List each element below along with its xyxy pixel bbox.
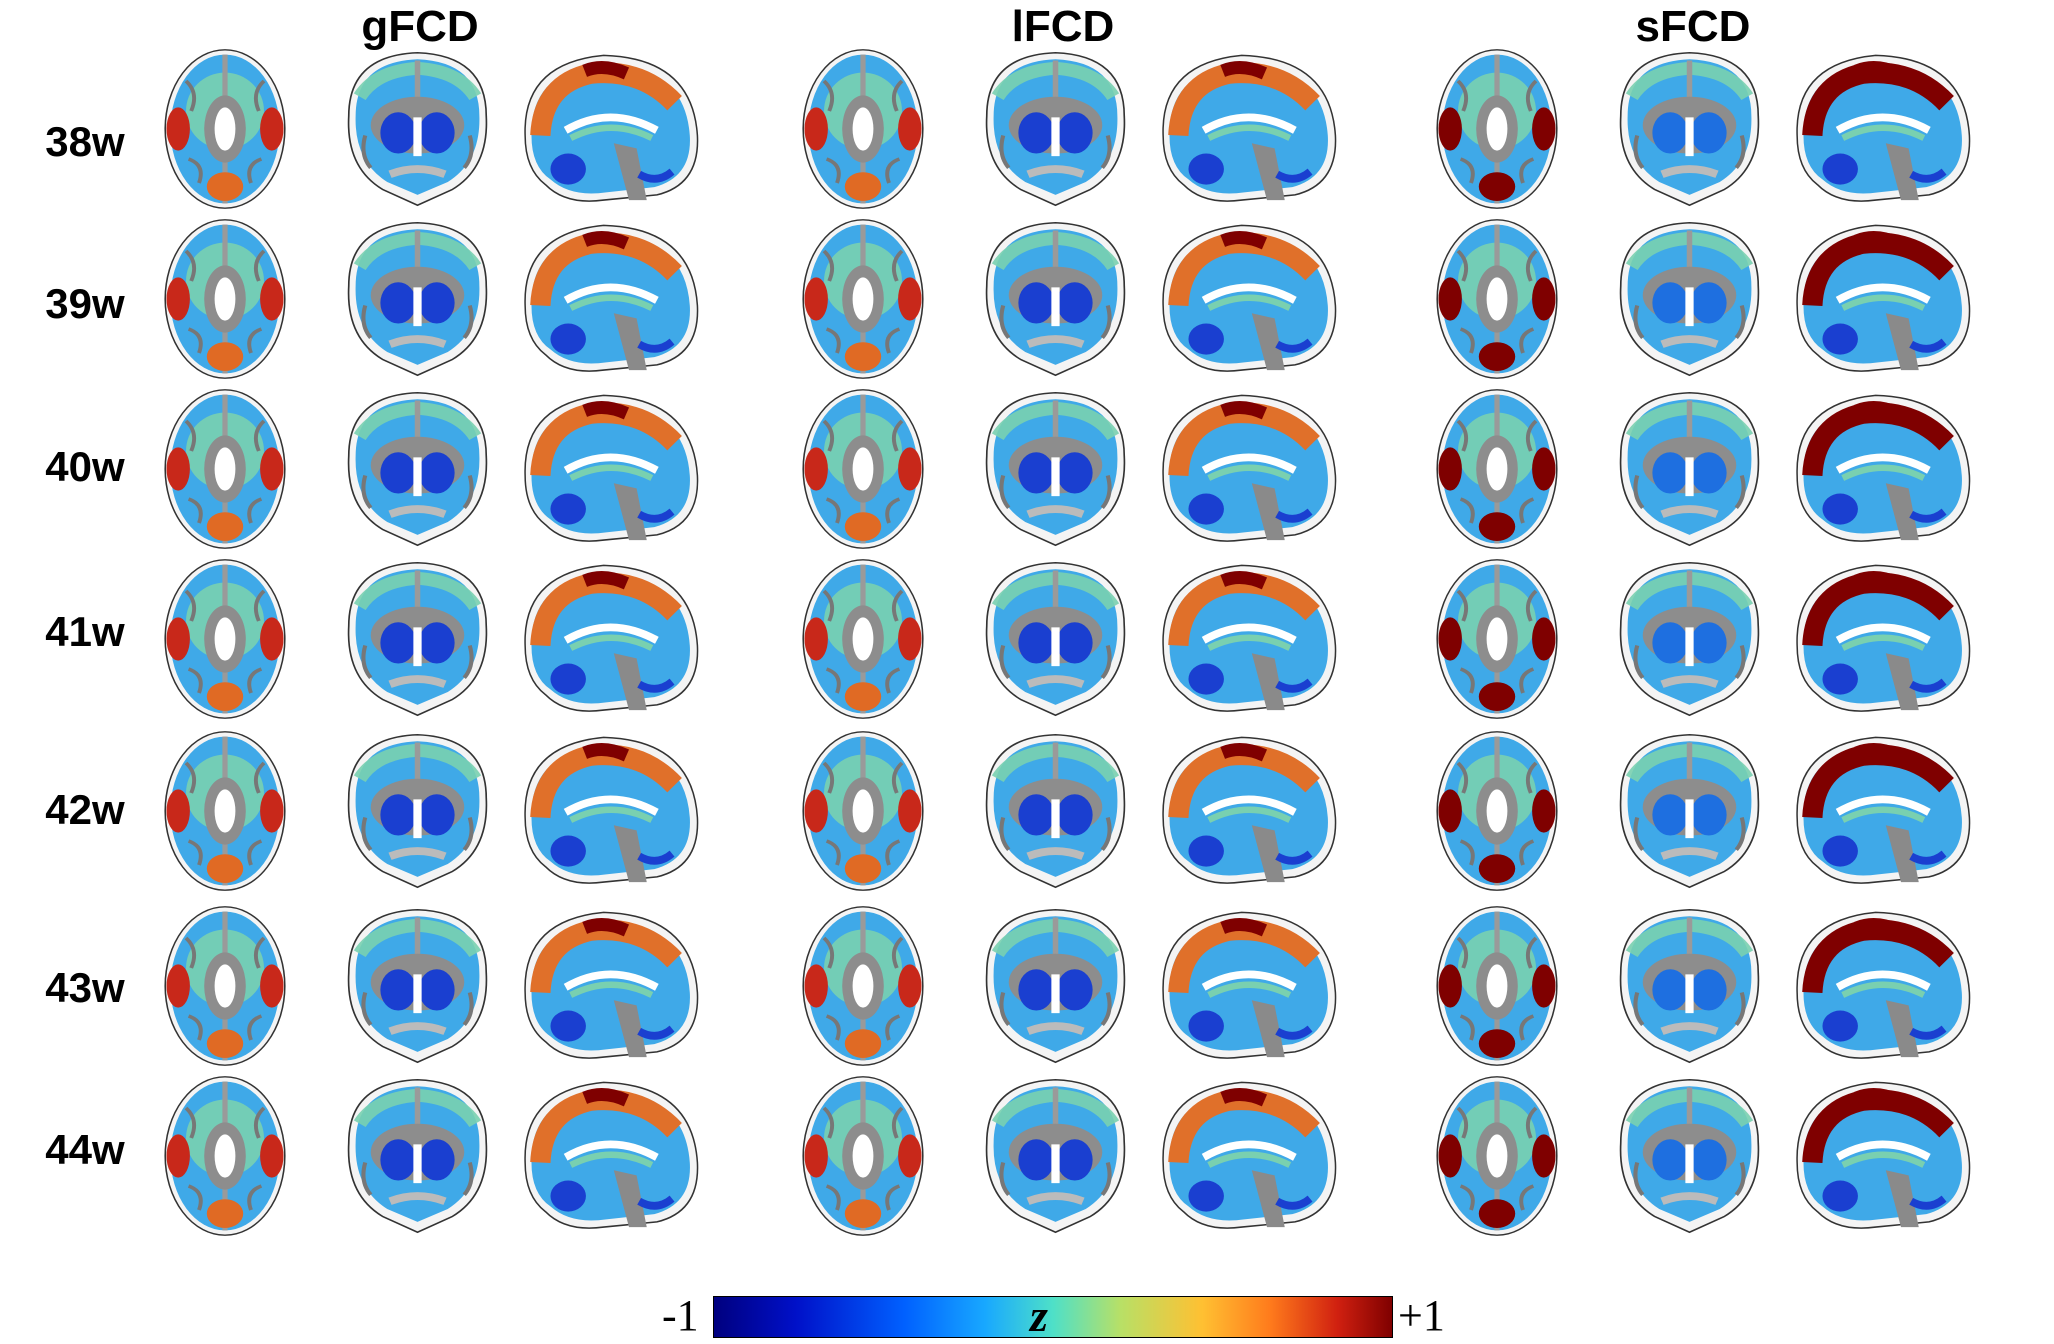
brain-slice-gfcd-39w-coronal xyxy=(335,215,500,383)
column-title-lfcd: lFCD xyxy=(1011,2,1115,51)
brain-slice-lfcd-39w-sagittal xyxy=(1153,215,1343,383)
column-title-sfcd: sFCD xyxy=(1635,2,1751,51)
brain-slice-lfcd-44w-sagittal xyxy=(1153,1072,1343,1240)
brain-slice-lfcd-44w-axial xyxy=(798,1072,928,1240)
brain-slice-gfcd-39w-axial xyxy=(160,215,290,383)
brain-slice-lfcd-44w-coronal xyxy=(973,1072,1138,1240)
brain-slice-lfcd-40w-axial xyxy=(798,385,928,553)
brain-slice-lfcd-42w-sagittal xyxy=(1153,727,1343,895)
brain-slice-sfcd-38w-coronal xyxy=(1607,45,1772,213)
row-label-38w: 38w xyxy=(45,118,125,165)
brain-slice-gfcd-44w-axial xyxy=(160,1072,290,1240)
brain-slice-sfcd-44w-axial xyxy=(1432,1072,1562,1240)
colorbar-max-label: +1 xyxy=(1398,1291,1445,1340)
brain-slice-lfcd-40w-coronal xyxy=(973,385,1138,553)
brain-slice-lfcd-42w-axial xyxy=(798,727,928,895)
row-label-39w: 39w xyxy=(45,280,125,327)
brain-slice-sfcd-41w-axial xyxy=(1432,555,1562,723)
brain-slice-sfcd-39w-coronal xyxy=(1607,215,1772,383)
brain-slice-gfcd-40w-axial xyxy=(160,385,290,553)
row-label-40w: 40w xyxy=(45,443,125,490)
brain-slice-gfcd-44w-sagittal xyxy=(515,1072,705,1240)
colorbar xyxy=(713,1296,1393,1338)
colorbar-min-label: -1 xyxy=(662,1291,699,1340)
column-title-gfcd: gFCD xyxy=(361,2,479,51)
brain-slice-gfcd-40w-coronal xyxy=(335,385,500,553)
brain-slice-gfcd-38w-sagittal xyxy=(515,45,705,213)
row-label-43w: 43w xyxy=(45,964,125,1011)
brain-slice-sfcd-40w-coronal xyxy=(1607,385,1772,553)
brain-slice-lfcd-40w-sagittal xyxy=(1153,385,1343,553)
brain-slice-lfcd-39w-coronal xyxy=(973,215,1138,383)
brain-slice-sfcd-44w-sagittal xyxy=(1787,1072,1977,1240)
brain-slice-lfcd-42w-coronal xyxy=(973,727,1138,895)
brain-slice-lfcd-38w-sagittal xyxy=(1153,45,1343,213)
brain-slice-gfcd-43w-sagittal xyxy=(515,902,705,1070)
brain-slice-gfcd-42w-coronal xyxy=(335,727,500,895)
brain-slice-lfcd-38w-axial xyxy=(798,45,928,213)
row-label-41w: 41w xyxy=(45,608,125,655)
brain-slice-sfcd-40w-axial xyxy=(1432,385,1562,553)
brain-slice-gfcd-38w-axial xyxy=(160,45,290,213)
brain-slice-sfcd-42w-axial xyxy=(1432,727,1562,895)
brain-slice-gfcd-41w-coronal xyxy=(335,555,500,723)
brain-slice-lfcd-43w-sagittal xyxy=(1153,902,1343,1070)
colorbar-variable-label: z xyxy=(1030,1290,1048,1341)
brain-slice-gfcd-41w-sagittal xyxy=(515,555,705,723)
brain-slice-gfcd-41w-axial xyxy=(160,555,290,723)
brain-slice-lfcd-38w-coronal xyxy=(973,45,1138,213)
brain-slice-lfcd-39w-axial xyxy=(798,215,928,383)
brain-slice-lfcd-41w-sagittal xyxy=(1153,555,1343,723)
brain-slice-gfcd-42w-sagittal xyxy=(515,727,705,895)
brain-slice-sfcd-39w-sagittal xyxy=(1787,215,1977,383)
brain-slice-gfcd-43w-axial xyxy=(160,902,290,1070)
brain-slice-gfcd-40w-sagittal xyxy=(515,385,705,553)
brain-slice-gfcd-38w-coronal xyxy=(335,45,500,213)
brain-slice-sfcd-42w-sagittal xyxy=(1787,727,1977,895)
brain-slice-gfcd-39w-sagittal xyxy=(515,215,705,383)
brain-slice-sfcd-42w-coronal xyxy=(1607,727,1772,895)
brain-slice-sfcd-41w-sagittal xyxy=(1787,555,1977,723)
brain-slice-gfcd-42w-axial xyxy=(160,727,290,895)
brain-slice-lfcd-41w-axial xyxy=(798,555,928,723)
brain-slice-gfcd-44w-coronal xyxy=(335,1072,500,1240)
brain-slice-lfcd-43w-coronal xyxy=(973,902,1138,1070)
row-label-44w: 44w xyxy=(45,1126,125,1173)
row-label-42w: 42w xyxy=(45,786,125,833)
brain-slice-sfcd-43w-coronal xyxy=(1607,902,1772,1070)
brain-slice-sfcd-44w-coronal xyxy=(1607,1072,1772,1240)
brain-slice-sfcd-38w-sagittal xyxy=(1787,45,1977,213)
brain-slice-gfcd-43w-coronal xyxy=(335,902,500,1070)
brain-slice-lfcd-43w-axial xyxy=(798,902,928,1070)
brain-slice-sfcd-43w-axial xyxy=(1432,902,1562,1070)
brain-slice-lfcd-41w-coronal xyxy=(973,555,1138,723)
brain-slice-sfcd-40w-sagittal xyxy=(1787,385,1977,553)
brain-slice-sfcd-43w-sagittal xyxy=(1787,902,1977,1070)
brain-slice-sfcd-41w-coronal xyxy=(1607,555,1772,723)
brain-slice-sfcd-39w-axial xyxy=(1432,215,1562,383)
brain-slice-sfcd-38w-axial xyxy=(1432,45,1562,213)
